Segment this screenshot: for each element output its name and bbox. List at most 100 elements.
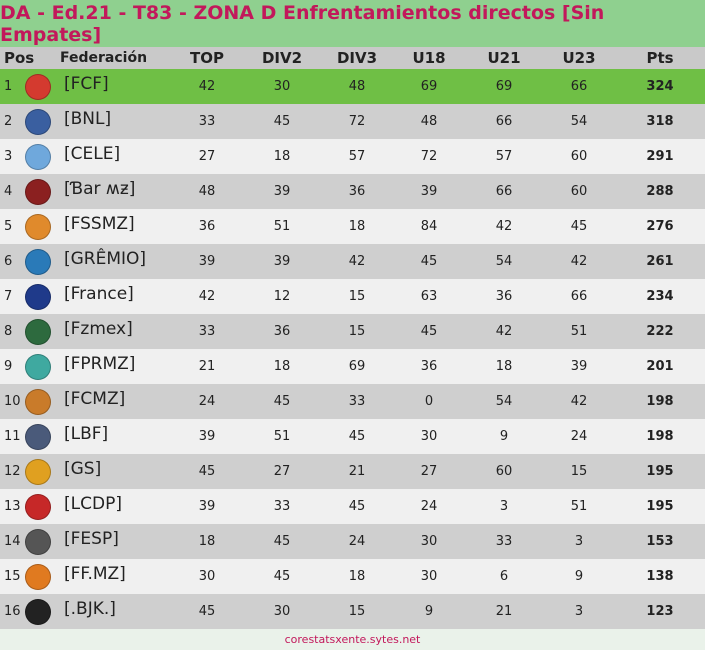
table-row: 8 [Fzmex] 33 36 15 45 42 51 222 (0, 314, 705, 349)
row-pts: 198 (646, 429, 674, 444)
row-u21: 42 (495, 219, 513, 234)
row-pts: 222 (646, 324, 674, 339)
shield-icon (25, 388, 51, 415)
header-div3: DIV3 (336, 49, 378, 67)
row-top: 39 (198, 429, 216, 444)
row-pos: 16 (4, 604, 21, 619)
row-pts: 138 (646, 569, 674, 584)
row-div3: 72 (348, 114, 366, 129)
table-row: 1 [FCF] 42 30 48 69 69 66 324 (0, 69, 705, 104)
row-u18: 69 (420, 79, 438, 94)
row-pos: 5 (4, 219, 13, 234)
row-logo-cell (24, 594, 52, 629)
row-federation-name: [France] (64, 284, 134, 304)
row-div3: 15 (348, 289, 366, 304)
row-u23: 39 (570, 359, 588, 374)
row-federation-name: [LCDP] (64, 494, 122, 514)
row-u18: 24 (420, 499, 438, 514)
mask-icon (25, 493, 51, 520)
row-u21: 57 (495, 149, 513, 164)
row-u23: 66 (570, 79, 588, 94)
table-row: 4 [Ɓar ʍƶ] 48 39 36 39 66 60 288 (0, 174, 705, 209)
row-div3: 69 (348, 359, 366, 374)
row-pos: 12 (4, 464, 21, 479)
row-federation-name: [.BJK.] (64, 599, 116, 619)
row-div2: 39 (273, 254, 291, 269)
row-div3: 15 (348, 324, 366, 339)
row-u21: 6 (499, 569, 509, 584)
row-logo-cell (24, 244, 52, 279)
row-federation-name: [FSSMZ] (64, 214, 135, 234)
row-pos: 3 (4, 149, 13, 164)
row-federation-name: [Ɓar ʍƶ] (64, 179, 136, 199)
page-title: DA - Ed.21 - T83 - ZONA D Enfrentamiento… (0, 1, 605, 46)
row-u18: 63 (420, 289, 438, 304)
colombia-shield-icon (25, 73, 51, 100)
table-row: 14 [FESP] 18 45 24 30 33 3 153 (0, 524, 705, 559)
row-pts: 195 (646, 499, 674, 514)
row-top: 42 (198, 289, 216, 304)
row-logo-cell (24, 279, 52, 314)
row-logo-cell (24, 559, 52, 594)
row-u21: 21 (495, 604, 513, 619)
row-top: 39 (198, 254, 216, 269)
row-u23: 15 (570, 464, 588, 479)
row-pos: 15 (4, 569, 21, 584)
row-u23: 60 (570, 184, 588, 199)
row-federation-name: [CELE] (64, 144, 121, 164)
header-top: TOP (190, 49, 224, 67)
row-pts: 318 (646, 114, 674, 129)
row-u21: 69 (495, 79, 513, 94)
table-row: 16 [.BJK.] 45 30 15 9 21 3 123 (0, 594, 705, 629)
header-pos: Pos (4, 49, 35, 67)
row-logo-cell (24, 69, 52, 104)
row-u21: 36 (495, 289, 513, 304)
row-div3: 18 (348, 219, 366, 234)
row-top: 24 (198, 394, 216, 409)
row-federation-name: [FCF] (64, 74, 109, 94)
row-top: 30 (198, 569, 216, 584)
table-header: Pos Federación TOP DIV2 DIV3 U18 U21 U23… (0, 47, 705, 69)
table-row: 3 [CELE] 27 18 57 72 57 60 291 (0, 139, 705, 174)
row-u21: 9 (499, 429, 509, 444)
table-row: 6 [GRÊMIO] 39 39 42 45 54 42 261 (0, 244, 705, 279)
table-row: 2 [BNL] 33 45 72 48 66 54 318 (0, 104, 705, 139)
row-pts: 195 (646, 464, 674, 479)
ball-icon (25, 213, 51, 240)
page-title-bar: DA - Ed.21 - T83 - ZONA D Enfrentamiento… (0, 0, 705, 47)
row-u23: 42 (570, 394, 588, 409)
table-body: 1 [FCF] 42 30 48 69 69 66 324 2 [BNL] 33 45 72 48 66 54 3… (0, 69, 705, 629)
row-div2: 51 (273, 219, 291, 234)
table-row: 5 [FSSMZ] 36 51 18 84 42 45 276 (0, 209, 705, 244)
row-logo-cell (24, 419, 52, 454)
row-div2: 39 (273, 184, 291, 199)
row-div2: 36 (273, 324, 291, 339)
header-div2: DIV2 (261, 49, 303, 67)
row-div3: 48 (348, 79, 366, 94)
header-federation: Federación (60, 50, 148, 66)
row-logo-cell (24, 209, 52, 244)
header-u23: U23 (562, 49, 596, 67)
round-badge-icon (25, 528, 51, 555)
row-u23: 60 (570, 149, 588, 164)
shield-icon (25, 423, 51, 450)
row-federation-name: [Fzmex] (64, 319, 133, 339)
row-top: 33 (198, 114, 216, 129)
row-logo-cell (24, 454, 52, 489)
footer: corestatsxente.sytes.net (0, 629, 705, 650)
row-pos: 11 (4, 429, 21, 444)
row-u21: 42 (495, 324, 513, 339)
row-federation-name: [FCMZ] (64, 389, 126, 409)
row-pts: 198 (646, 394, 674, 409)
row-u18: 45 (420, 324, 438, 339)
header-pts: Pts (646, 49, 674, 67)
row-div2: 45 (273, 114, 291, 129)
row-federation-name: [BNL] (64, 109, 112, 129)
square-badge-icon (25, 318, 51, 345)
row-federation-name: [FESP] (64, 529, 119, 549)
row-federation-name: [FPRMZ] (64, 354, 136, 374)
table-row: 11 [LBF] 39 51 45 30 9 24 198 (0, 419, 705, 454)
footer-site-link[interactable]: corestatsxente.sytes.net (284, 633, 421, 646)
row-div2: 45 (273, 569, 291, 584)
row-logo-cell (24, 489, 52, 524)
